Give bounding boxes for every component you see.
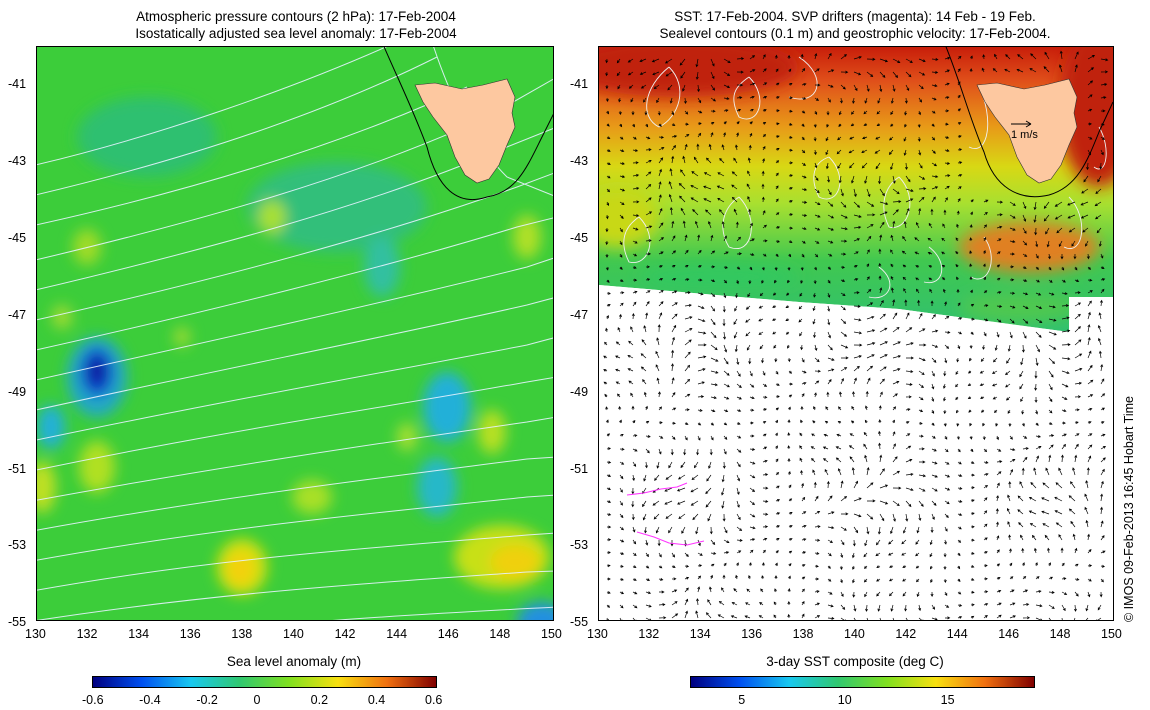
sst-colorbar-tick-label: 15 xyxy=(940,693,955,707)
sla-colorbar xyxy=(92,676,437,688)
left-y-tick-label: -41 xyxy=(8,77,27,91)
left-x-tick-label: 142 xyxy=(334,627,356,641)
left-x-tick-label: 150 xyxy=(541,627,562,641)
sst-colorbar-tick-label: 5 xyxy=(738,693,746,707)
left-x-tick-label: 140 xyxy=(283,627,304,641)
left-title-line-1: Atmospheric pressure contours (2 hPa): 1… xyxy=(136,9,456,24)
sst-colorbar-tick-label: 10 xyxy=(837,693,852,707)
sla-colorbar-tick-label: -0.2 xyxy=(196,693,218,707)
drifter-track-2 xyxy=(636,531,705,546)
geostrophic-velocity-vectors xyxy=(603,50,1109,620)
right-x-tick-label: 146 xyxy=(998,627,1020,641)
left-y-tick-label: -43 xyxy=(8,153,27,168)
sst-velocity-map[interactable]: 1 m/s xyxy=(598,46,1114,621)
sst-colorbar xyxy=(690,676,1035,688)
sea-level-anomaly-map[interactable] xyxy=(36,46,554,621)
right-map-title: SST: 17-Feb-2004. SVP drifters (magenta)… xyxy=(598,8,1112,42)
left-colorbar-title: Sea level anomaly (m) xyxy=(226,654,362,669)
sla-colorbar-tick-label: -0.4 xyxy=(139,693,161,707)
right-x-tick-label: 148 xyxy=(1049,627,1071,641)
right-y-tick-label: -53 xyxy=(570,538,589,553)
left-x-tick-label: 148 xyxy=(489,627,511,641)
credit-text: © IMOS 09-Feb-2013 16:45 Hobart Time xyxy=(1122,396,1136,622)
left-x-tick-label: 144 xyxy=(386,627,408,641)
right-y-tick-label: -41 xyxy=(570,77,589,91)
left-x-tick-label: 132 xyxy=(76,627,98,641)
right-x-tick-label: 138 xyxy=(792,627,814,641)
svp-drifters xyxy=(626,482,705,546)
left-map-title: Atmospheric pressure contours (2 hPa): 1… xyxy=(36,8,556,42)
right-y-tick-label: -55 xyxy=(570,615,589,630)
right-colorbar-title: 3-day SST composite (deg C) xyxy=(766,654,944,669)
right-x-tick-label: 144 xyxy=(946,627,968,641)
right-y-tick-label: -49 xyxy=(570,384,589,399)
left-title-line-2: Isostatically adjusted sea level anomaly… xyxy=(135,26,457,41)
scale-label: 1 m/s xyxy=(1011,129,1038,141)
left-y-tick-label: -53 xyxy=(8,538,27,553)
right-x-tick-label: 140 xyxy=(844,627,865,641)
left-x-tick-label: 130 xyxy=(25,627,46,641)
right-x-tick-label: 132 xyxy=(638,627,660,641)
left-y-tick-label: -49 xyxy=(8,384,27,399)
right-x-tick-label: 130 xyxy=(587,627,608,641)
right-x-tick-label: 150 xyxy=(1101,627,1122,641)
right-x-tick-label: 142 xyxy=(895,627,917,641)
left-y-tick-label: -45 xyxy=(8,230,27,245)
sla-colorbar-tick-label: 0 xyxy=(253,693,261,707)
sla-colorbar-tick-label: -0.6 xyxy=(82,693,104,707)
drifter-track-1 xyxy=(626,482,688,496)
left-y-tick-label: -55 xyxy=(8,615,27,630)
sla-colorbar-tick-label: 0.2 xyxy=(310,693,329,707)
left-x-tick-label: 146 xyxy=(437,627,459,641)
right-y-tick-label: -51 xyxy=(570,461,589,476)
sla-colorbar-tick-label: 0.6 xyxy=(425,693,443,707)
sst-patches xyxy=(599,47,1113,322)
right-y-tick-label: -47 xyxy=(570,307,589,322)
bathymetry-contour-right xyxy=(945,47,1113,198)
right-y-tick-label: -45 xyxy=(570,230,589,245)
tasmania-land-right xyxy=(976,78,1078,184)
sla-colorbar-tick-label: 0.4 xyxy=(367,693,386,707)
scale-arrow: 1 m/s xyxy=(1011,120,1038,141)
right-title-line-1: SST: 17-Feb-2004. SVP drifters (magenta)… xyxy=(674,9,1036,24)
left-y-tick-label: -47 xyxy=(8,307,27,322)
right-x-tick-label: 134 xyxy=(689,627,711,641)
left-y-tick-label: -51 xyxy=(8,461,27,476)
right-y-tick-label: -43 xyxy=(570,153,589,168)
bathymetry-contour xyxy=(383,47,553,201)
left-x-tick-label: 138 xyxy=(231,627,253,641)
sealevel-contours xyxy=(623,56,1107,299)
right-x-tick-label: 136 xyxy=(741,627,763,641)
left-x-tick-label: 136 xyxy=(179,627,201,641)
tasmania-land xyxy=(414,78,516,184)
right-title-line-2: Sealevel contours (0.1 m) and geostrophi… xyxy=(659,26,1051,41)
left-x-tick-label: 134 xyxy=(128,627,150,641)
